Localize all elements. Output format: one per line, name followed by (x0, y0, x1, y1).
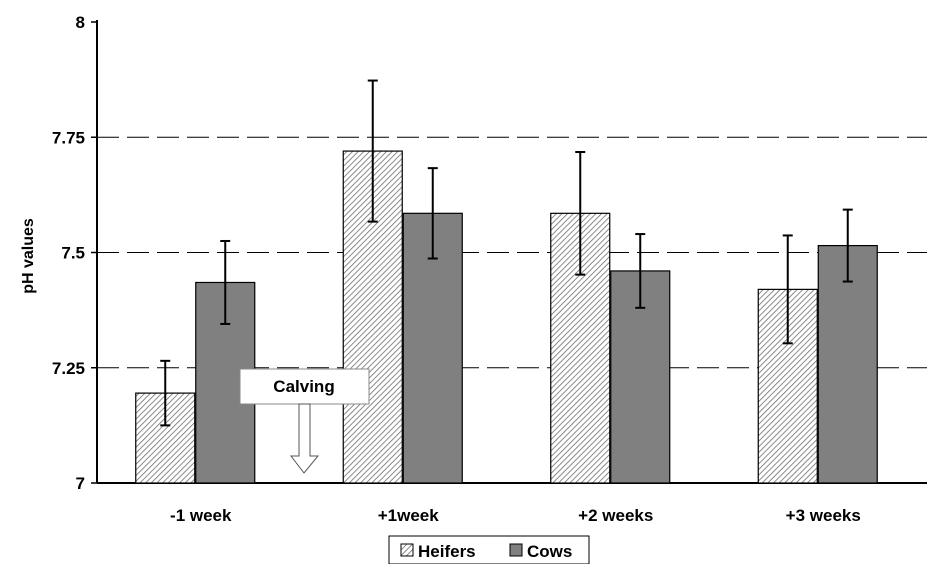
bars (135, 150, 878, 484)
legend-label-cows: Cows (527, 542, 572, 561)
x-tick-label: +1week (378, 506, 440, 525)
legend: Heifers Cows (388, 535, 590, 564)
y-tick-label: 7.25 (52, 359, 85, 378)
x-tick-label: +3 weeks (786, 506, 861, 525)
annotation-label: Calving (273, 377, 334, 396)
y-tick-label: 7 (76, 474, 85, 493)
x-tick-label: +2 weeks (578, 506, 653, 525)
error-bars (160, 79, 853, 427)
y-tick-label: 7.5 (61, 244, 85, 263)
x-tick-label: -1 week (170, 506, 232, 525)
bar-cows (817, 244, 878, 484)
legend-swatch-heifers (400, 543, 414, 557)
y-tick-label: 8 (76, 13, 85, 32)
legend-label-heifers: Heifers (418, 542, 476, 561)
calving-annotation: Calving (239, 368, 370, 474)
legend-box (388, 535, 590, 564)
legend-swatch-cows (509, 543, 523, 557)
down-arrow-icon (289, 403, 320, 474)
y-axis-title: pH values (20, 218, 37, 294)
y-tick-label: 7.75 (52, 128, 85, 147)
